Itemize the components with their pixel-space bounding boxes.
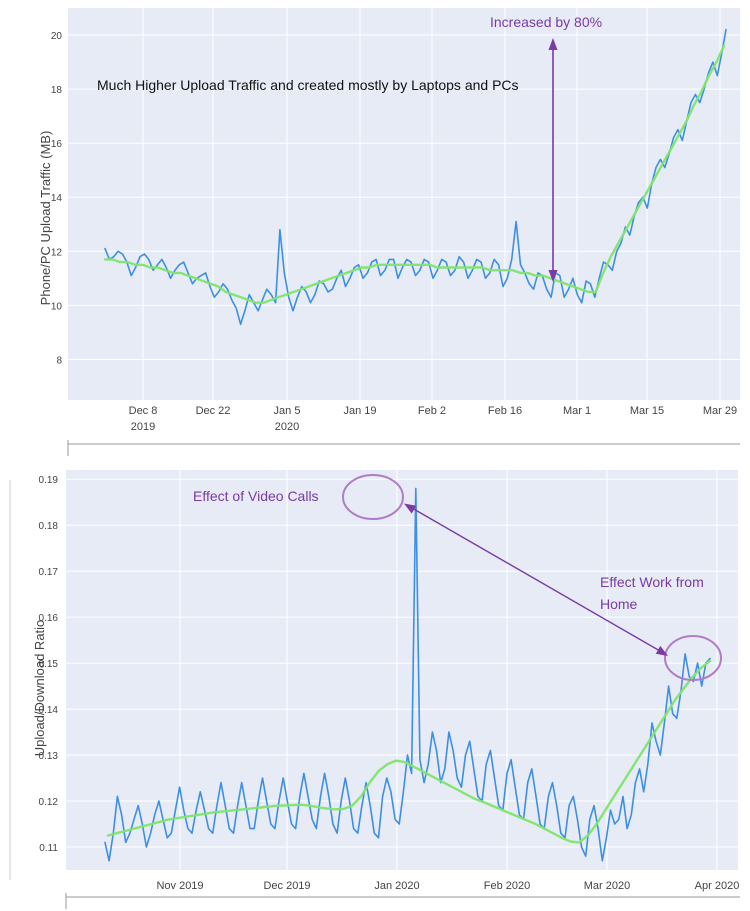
top-x-tick-labels: Dec 8 2019 Dec 22 Jan 5 2020 Jan 19 Feb 2 Feb 1… [129,405,738,433]
y-tick-label: 8 [56,355,62,366]
x-tick-label: Mar 29 [703,405,737,417]
bottom-plot-area [66,470,738,870]
bottom-x-tick-labels: Nov 2019 Dec 2019 Jan 2020 Feb 2020 Mar 2020… [156,880,739,892]
video-calls-label: Effect of Video Calls [193,488,319,504]
trend-series-line [103,44,726,304]
y-tick-label: 20 [51,31,63,42]
y-tick-label: 0.16 [39,613,59,624]
x-tick-label: Mar 1 [563,405,591,417]
y-tick-label: 0.11 [39,843,58,854]
top-chart: 8 10 12 14 16 18 20 Dec 8 2019 Dec 22 Jan 5 2020 Ja… [38,8,740,433]
x-tick-label: Mar 15 [630,405,664,417]
bottom-chart: 0.11 0.12 0.13 0.14 0.15 0.16 0.17 0.18 0.19 Nov… [32,470,739,892]
increase-arrow [548,38,558,282]
y-tick-label: 0.14 [39,705,59,716]
headline-annotation: Much Higher Upload Traffic and created m… [97,77,519,93]
y-tick-label: 0.15 [39,659,59,670]
top-series-group [103,28,727,326]
connector-arrow [404,503,668,656]
y-tick-label: 0.12 [39,797,59,808]
y-tick-label: 0.13 [39,751,59,762]
y-tick-label: 14 [51,193,63,204]
bottom-y-axis-label: Upload/Download Ratio [32,620,47,757]
x-tick-label: Jan 2020 [374,880,419,892]
top-gridlines [68,8,740,400]
y-tick-label: 10 [51,301,63,312]
x-tick-year-label: 2020 [275,421,299,433]
increase-label: Increased by 80% [490,14,602,30]
y-tick-label: 0.17 [39,567,59,578]
x-tick-label: Dec 22 [196,405,231,417]
y-tick-label: 12 [51,247,63,258]
bottom-series-group [104,487,712,862]
top-plot-area [68,8,740,400]
x-tick-label: Jan 19 [343,405,376,417]
x-tick-label: Mar 2020 [584,880,630,892]
top-y-tick-labels: 8 10 12 14 16 18 20 [51,31,63,366]
bottom-y-tick-labels: 0.11 0.12 0.13 0.14 0.15 0.16 0.17 0.18 0.19 [39,475,59,854]
video-calls-circle [342,474,404,520]
daily-series-line [104,487,711,862]
x-tick-label: Feb 2020 [484,880,530,892]
wfh-label-line1: Effect Work from [600,574,704,590]
top-y-axis-label: Phone/PC Upload Traffic (MB) [38,131,53,306]
x-tick-label: Feb 2 [418,405,446,417]
wfh-circle [664,635,722,681]
x-tick-label: Apr 2020 [695,880,740,892]
x-tick-label: Dec 8 [129,405,158,417]
x-tick-label: Nov 2019 [156,880,203,892]
trend-series-line [106,659,712,844]
y-tick-label: 16 [51,139,63,150]
x-tick-label: Feb 16 [488,405,522,417]
y-tick-label: 0.19 [39,475,59,486]
x-tick-label: Dec 2019 [263,880,310,892]
x-tick-label: Jan 5 [274,405,301,417]
y-tick-label: 0.18 [39,521,59,532]
x-tick-year-label: 2019 [131,421,155,433]
wfh-label-line2: Home [600,596,638,612]
y-tick-label: 18 [51,85,63,96]
